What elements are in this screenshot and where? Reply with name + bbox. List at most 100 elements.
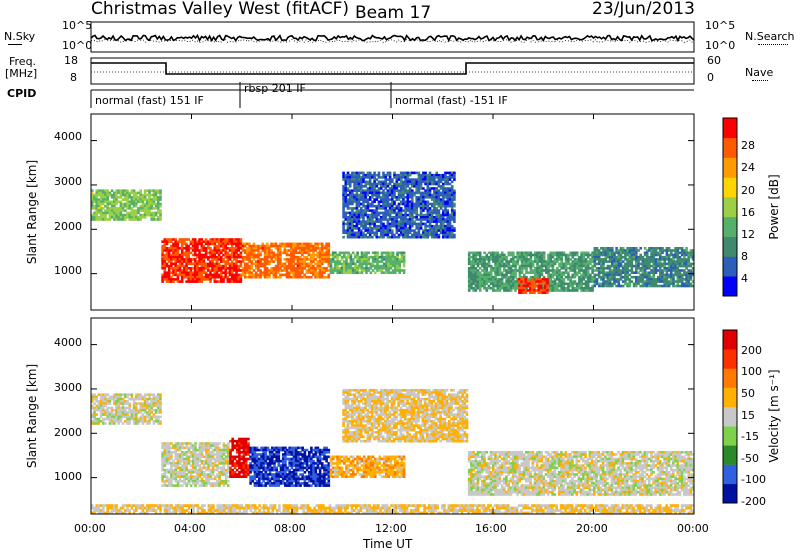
nsky-tick-bottom: 10^0: [62, 39, 93, 52]
vel-cbar-tick-m200: -200: [741, 495, 766, 508]
power-cbar-tick-12: 12: [741, 228, 755, 241]
nsearch-legend-line: [758, 44, 788, 45]
date-label: 23/Jun/2013: [592, 0, 695, 19]
xtick-6: 00:00: [677, 522, 709, 535]
nsearch-tick-top: 10^5: [705, 19, 736, 32]
power-echo-region-2: [241, 242, 331, 279]
nave-tick-bottom: 0: [707, 71, 714, 84]
velocity-echo-region-5: [342, 389, 469, 443]
power-panel: [90, 113, 695, 311]
xlabel: Time UT: [363, 537, 413, 551]
velocity-echo-region-6: [467, 451, 695, 496]
nave-label: Nave: [745, 66, 774, 79]
velBar-swatch-7: [723, 349, 737, 369]
xtick-5: 20:00: [576, 522, 608, 535]
power-cbar-tick-24: 24: [741, 161, 755, 174]
beam-label: Beam 17: [355, 3, 432, 23]
power-echo-region-0: [91, 189, 162, 221]
xtick-0: 00:00: [74, 522, 106, 535]
nsearch-label: N.Search: [745, 30, 795, 43]
power-echo-region-7: [593, 247, 695, 288]
freq-unit-label: [MHz]: [5, 67, 38, 80]
velBar-swatch-3: [723, 426, 737, 446]
power-echo-region-3: [329, 251, 406, 274]
powerBar-swatch-3: [723, 216, 737, 237]
cpid-mode-1: normal (fast) 151 IF: [95, 94, 204, 107]
power-ytick-2000: 2000: [54, 220, 82, 233]
nave-legend-line: [752, 80, 768, 81]
velocity-echo-region-7: [91, 504, 695, 515]
vel-cbar-tick-m50: -50: [741, 452, 759, 465]
cpid-mode-3: normal (fast) -151 IF: [395, 94, 508, 107]
power-ylabel: Slant Range [km]: [25, 159, 39, 265]
xtick-3: 12:00: [375, 522, 407, 535]
power-cbar-tick-8: 8: [741, 250, 748, 263]
station-title: Christmas Valley West (fitACF): [91, 0, 350, 19]
freq-label: Freq.: [9, 55, 37, 68]
freq-tick-bottom: 8: [70, 71, 77, 84]
velocity-echo-layer: [91, 389, 695, 515]
powerBar-swatch-6: [723, 157, 737, 178]
velocity-cbar-label: Velocity [m s⁻¹]: [767, 369, 781, 463]
power-colorbar: [722, 117, 738, 297]
nsky-label: N.Sky: [4, 30, 36, 43]
power-cbar-label: Power [dB]: [767, 174, 781, 240]
frequency-trace: [91, 62, 694, 75]
vel-ytick-2000: 2000: [54, 426, 82, 439]
power-ytick-1000: 1000: [54, 264, 82, 277]
velocity-echo-region-1: [161, 442, 230, 487]
powerBar-swatch-0: [723, 276, 737, 297]
nsky-strip: [90, 21, 695, 53]
velocity-echo-region-4: [329, 455, 406, 478]
vel-ytick-1000: 1000: [54, 470, 82, 483]
cpid-strip: [90, 82, 694, 108]
nave-tick-top: 60: [707, 54, 721, 67]
power-echo-region-6: [518, 278, 549, 294]
vel-cbar-tick-15: 15: [741, 409, 755, 422]
vel-cbar-tick-200: 200: [741, 344, 762, 357]
velBar-swatch-4: [723, 406, 737, 427]
power-ytick-3000: 3000: [54, 175, 82, 188]
vel-cbar-tick-m15: -15: [741, 430, 759, 443]
power-echo-region-4: [342, 171, 456, 239]
power-echo-layer: [91, 171, 695, 294]
power-cbar-tick-16: 16: [741, 206, 755, 219]
nsearch-tick-bottom: 10^0: [705, 39, 736, 52]
powerBar-swatch-2: [723, 236, 737, 257]
freq-strip: [90, 57, 695, 85]
power-cbar-tick-20: 20: [741, 184, 755, 197]
velocity-echo-region-2: [229, 437, 250, 478]
powerBar-swatch-5: [723, 177, 737, 198]
velBar-swatch-8: [723, 330, 737, 350]
xtick-4: 16:00: [475, 522, 507, 535]
velocity-echo-region-0: [91, 393, 162, 425]
freq-tick-top: 18: [64, 54, 78, 67]
velocity-ylabel: Slant Range [km]: [25, 363, 39, 469]
powerBar-swatch-1: [723, 256, 737, 277]
powerBar-swatch-8: [723, 118, 737, 139]
power-ytick-4000: 4000: [54, 130, 82, 143]
velBar-swatch-2: [723, 445, 737, 465]
velBar-swatch-0: [723, 483, 737, 504]
xtick-1: 04:00: [174, 522, 206, 535]
velocity-panel: [90, 317, 695, 515]
axis-ticks: [90, 114, 695, 514]
velocity-colorbar: [722, 329, 738, 504]
powerBar-swatch-4: [723, 197, 737, 218]
velBar-swatch-6: [723, 368, 737, 388]
power-echo-region-1: [161, 238, 243, 283]
vel-cbar-tick-m100: -100: [741, 473, 766, 486]
cpid-mode-2: rbsp 201 IF: [244, 82, 306, 95]
power-cbar-tick-4: 4: [741, 272, 748, 285]
powerBar-swatch-7: [723, 137, 737, 158]
velocity-echo-region-3: [249, 446, 331, 487]
vel-cbar-tick-100: 100: [741, 365, 762, 378]
vel-ytick-3000: 3000: [54, 381, 82, 394]
nsearch-trace: [90, 38, 695, 44]
nsky-tick-top: 10^5: [62, 19, 93, 32]
xtick-2: 08:00: [274, 522, 306, 535]
nsky-trace: [90, 33, 695, 43]
vel-ytick-4000: 4000: [54, 336, 82, 349]
power-cbar-tick-28: 28: [741, 139, 755, 152]
